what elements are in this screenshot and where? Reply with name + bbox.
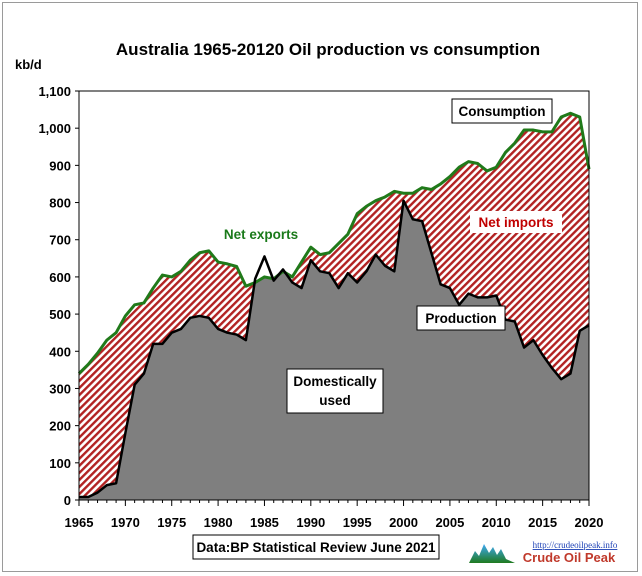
y-axis-label: kb/d bbox=[15, 57, 42, 72]
x-tick-label: 1965 bbox=[65, 515, 94, 530]
consumption-annotation: Consumption bbox=[451, 98, 553, 124]
x-tick-label: 1985 bbox=[250, 515, 279, 530]
net-exports-annotation: Net exports bbox=[216, 223, 306, 245]
axes bbox=[75, 90, 590, 506]
x-tick-label: 2010 bbox=[482, 515, 511, 530]
net-imports-annotation: Net imports bbox=[470, 211, 562, 233]
x-tick-label: 2005 bbox=[435, 515, 464, 530]
y-tick-label: 900 bbox=[49, 158, 71, 173]
y-tick-label: 500 bbox=[49, 307, 71, 322]
y-tick-label: 0 bbox=[64, 493, 71, 508]
logo-mountain-icon bbox=[469, 544, 515, 563]
source-label: Data:BP Statistical Review June 2021 bbox=[196, 540, 436, 555]
consumption-label: Consumption bbox=[459, 104, 546, 119]
domestic-label-line2: used bbox=[319, 393, 351, 408]
x-tick-label: 1990 bbox=[296, 515, 325, 530]
net-exports-label: Net exports bbox=[224, 227, 298, 242]
production-area bbox=[79, 200, 589, 500]
x-tick-label: 2000 bbox=[389, 515, 418, 530]
net-imports-label: Net imports bbox=[478, 215, 553, 230]
y-tick-label: 800 bbox=[49, 196, 71, 211]
x-tick-label: 2020 bbox=[575, 515, 604, 530]
y-tick-label: 300 bbox=[49, 381, 71, 396]
chart: Australia 1965-20120 Oil production vs c… bbox=[15, 40, 618, 565]
x-tick-label: 1995 bbox=[343, 515, 372, 530]
y-tick-label: 400 bbox=[49, 344, 71, 359]
logo-url: http://crudeoilpeak.info bbox=[533, 540, 618, 550]
production-annotation: Production bbox=[416, 305, 506, 331]
y-tick-label: 100 bbox=[49, 456, 71, 471]
source-annotation: Data:BP Statistical Review June 2021 bbox=[192, 534, 440, 560]
x-tick-label: 1980 bbox=[204, 515, 233, 530]
x-tick-label: 1970 bbox=[111, 515, 140, 530]
logo-name: Crude Oil Peak bbox=[523, 550, 616, 565]
y-tick-label: 700 bbox=[49, 233, 71, 248]
y-tick-label: 1,100 bbox=[38, 84, 71, 99]
crude-oil-peak-logo: http://crudeoilpeak.info Crude Oil Peak bbox=[469, 540, 618, 565]
y-tick-labels: 0 100 200 300 400 500 600 700 800 900 1,000 1,100 bbox=[38, 84, 71, 508]
domestic-annotation: Domestically used bbox=[286, 368, 384, 414]
x-tick-labels: 1965 1970 1975 1980 1985 1990 1995 2000 2005 2010… bbox=[65, 515, 604, 530]
y-tick-label: 600 bbox=[49, 270, 71, 285]
x-tick-label: 1975 bbox=[157, 515, 186, 530]
plot-border bbox=[78, 90, 590, 501]
x-tick-label: 2015 bbox=[528, 515, 557, 530]
chart-title: Australia 1965-20120 Oil production vs c… bbox=[116, 40, 540, 59]
consumption-line bbox=[77, 111, 591, 375]
domestic-label-line1: Domestically bbox=[293, 374, 377, 389]
y-tick-label: 200 bbox=[49, 419, 71, 434]
y-tick-label: 1,000 bbox=[38, 121, 71, 136]
area-layer bbox=[79, 91, 589, 501]
production-label: Production bbox=[425, 311, 496, 326]
